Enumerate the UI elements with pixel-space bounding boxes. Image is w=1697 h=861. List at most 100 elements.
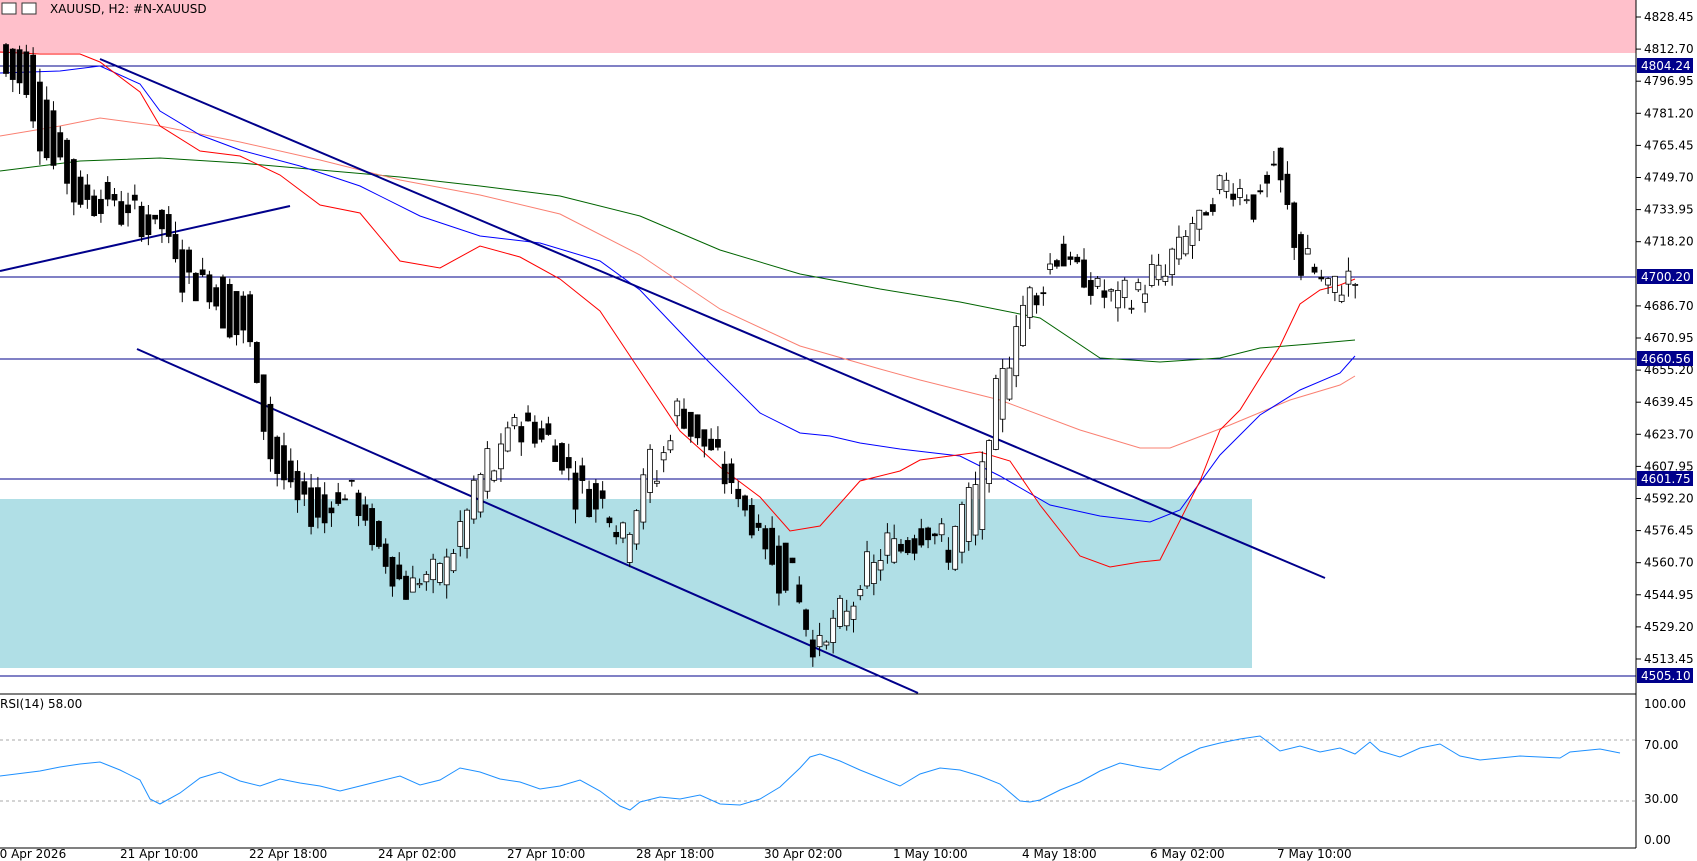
candle-bear[interactable] (348, 479, 355, 482)
candle-bull[interactable] (952, 526, 959, 570)
candle-bull[interactable] (870, 562, 877, 584)
candle-bear[interactable] (694, 414, 701, 439)
candle-bear[interactable] (281, 445, 287, 481)
candle-bear[interactable] (294, 471, 301, 501)
candle-bull[interactable] (850, 605, 857, 620)
candle-bear[interactable] (1203, 212, 1209, 216)
candle-bull[interactable] (837, 597, 843, 627)
candle-bear[interactable] (1257, 190, 1264, 193)
candle-bear[interactable] (1054, 260, 1060, 267)
candle-bear[interactable] (1060, 243, 1067, 267)
candle-bear[interactable] (335, 492, 342, 504)
candle-bull[interactable] (1115, 290, 1121, 309)
candle-bear[interactable] (118, 201, 125, 225)
candle-bull[interactable] (1155, 264, 1162, 281)
candle-bear[interactable] (538, 428, 545, 440)
candle-bear[interactable] (84, 184, 91, 200)
candle-bear[interactable] (911, 538, 918, 554)
candle-bear[interactable] (1277, 147, 1284, 181)
candle-bull[interactable] (1243, 199, 1250, 202)
candle-bear[interactable] (1270, 163, 1277, 166)
candle-bear[interactable] (796, 584, 803, 603)
candle-bull[interactable] (1128, 307, 1135, 310)
candle-bear[interactable] (233, 291, 240, 336)
candle-bear[interactable] (267, 403, 274, 460)
candle-bull[interactable] (1237, 188, 1243, 198)
candle-bear[interactable] (1250, 194, 1257, 220)
candle-bear[interactable] (274, 436, 281, 474)
candle-bull[interactable] (457, 521, 464, 547)
candle-bear[interactable] (287, 460, 294, 483)
candle-bear[interactable] (50, 110, 57, 166)
candle-bull[interactable] (660, 452, 667, 461)
candle-bull[interactable] (504, 427, 511, 452)
candle-bear[interactable] (1101, 290, 1108, 298)
candle-bear[interactable] (721, 463, 728, 485)
candle-bear[interactable] (1074, 256, 1081, 263)
candle-bear[interactable] (748, 505, 755, 536)
candle-bull[interactable] (1176, 236, 1182, 260)
candle-bear[interactable] (43, 99, 50, 159)
candle-bear[interactable] (70, 159, 77, 203)
candle-bull[interactable] (437, 563, 443, 583)
candle-bull[interactable] (430, 558, 437, 581)
candle-bull[interactable] (1223, 179, 1230, 192)
candle-bear[interactable] (382, 543, 389, 567)
candle-bear[interactable] (789, 557, 796, 564)
candle-bull[interactable] (992, 378, 999, 450)
candle-bear[interactable] (192, 272, 199, 302)
candle-bear[interactable] (918, 528, 925, 546)
candle-bull[interactable] (416, 583, 423, 586)
candle-bull[interactable] (816, 635, 823, 648)
candle-bear[interactable] (606, 517, 613, 524)
candle-bull[interactable] (423, 573, 430, 583)
candle-bear[interactable] (342, 498, 348, 501)
candle-bear[interactable] (599, 490, 606, 499)
candle-bear[interactable] (206, 274, 213, 303)
candle-bull[interactable] (965, 487, 972, 542)
candle-bear[interactable] (179, 249, 186, 293)
candle-bear[interactable] (945, 549, 952, 563)
candle-bear[interactable] (138, 205, 145, 238)
candle-bull[interactable] (491, 470, 498, 481)
candle-bear[interactable] (565, 457, 572, 469)
candle-bull[interactable] (674, 400, 681, 417)
candle-bull[interactable] (986, 440, 992, 484)
candle-bull[interactable] (647, 448, 653, 493)
candle-bull[interactable] (1196, 209, 1203, 230)
candle-bull[interactable] (409, 577, 416, 593)
candle-bear[interactable] (1067, 256, 1074, 260)
candle-bear[interactable] (708, 438, 715, 451)
candle-bear[interactable] (687, 411, 694, 437)
candle-bear[interactable] (755, 522, 762, 528)
candle-bear[interactable] (247, 294, 253, 343)
candle-bear[interactable] (240, 295, 247, 331)
candle-bull[interactable] (972, 484, 979, 536)
candle-bear[interactable] (572, 472, 579, 510)
candle-bear[interactable] (77, 176, 84, 205)
candle-bull[interactable] (1162, 275, 1169, 282)
candle-bull[interactable] (1304, 248, 1311, 255)
candle-bull[interactable] (877, 560, 884, 571)
candle-bull[interactable] (1020, 304, 1026, 347)
candle-bull[interactable] (1331, 275, 1338, 293)
candle-bear[interactable] (552, 445, 559, 462)
candle-bull[interactable] (450, 553, 457, 572)
candle-bull[interactable] (857, 589, 864, 597)
candle-bull[interactable] (1182, 236, 1189, 255)
candle-bear[interactable] (1298, 234, 1304, 276)
candle-bear[interactable] (1311, 266, 1318, 273)
candle-bull[interactable] (1352, 284, 1359, 286)
candle-bull[interactable] (884, 532, 891, 556)
candle-bear[interactable] (782, 542, 789, 591)
candle-bear[interactable] (1230, 193, 1237, 200)
candle-bull[interactable] (1325, 278, 1331, 286)
candle-bear[interactable] (375, 521, 382, 547)
candle-bear[interactable] (355, 492, 362, 517)
candle-bear[interactable] (701, 429, 708, 447)
candle-bull[interactable] (999, 368, 1006, 420)
candle-bear[interactable] (742, 495, 748, 511)
candle-bear[interactable] (396, 564, 403, 580)
candle-bull[interactable] (1189, 223, 1196, 246)
